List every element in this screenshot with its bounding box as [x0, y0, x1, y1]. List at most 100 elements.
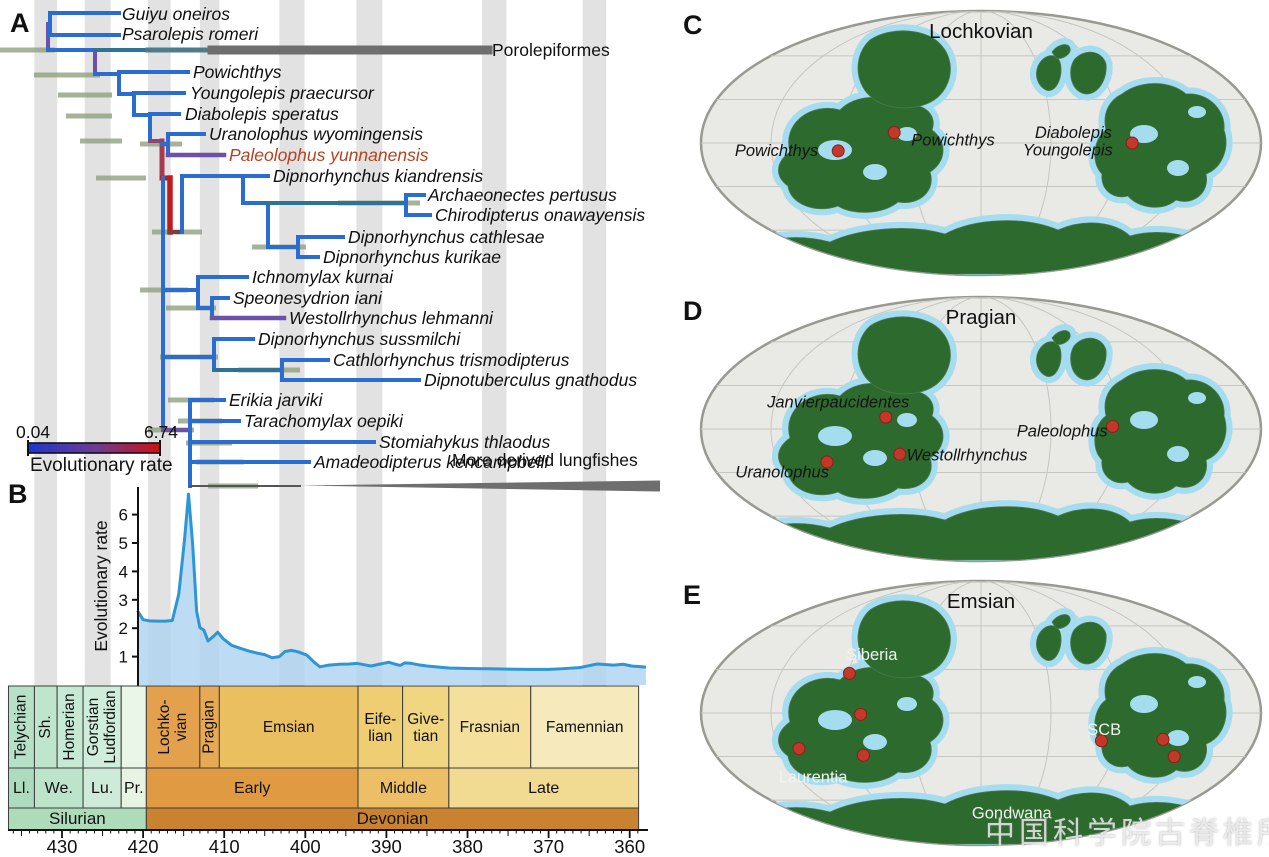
map-label: SCB: [1087, 721, 1121, 739]
highlight-band: [199, 0, 220, 686]
fossil-locality-dot: [1094, 734, 1108, 748]
highlight-band: [582, 0, 607, 686]
period-label: Silurian: [49, 809, 106, 828]
taxon-label: Paleolophus yunnanensis: [229, 145, 429, 165]
epoch-label: Lu.: [91, 780, 113, 797]
fossil-locality-dot: [887, 125, 901, 139]
epicontinental-sea: [1167, 730, 1189, 746]
map-label: Powichthys: [911, 131, 994, 149]
taxon-label: More derived lungfishes: [452, 450, 638, 470]
map-stage-title: Emsian: [947, 590, 1015, 613]
paleomap-panel-e: E Emsian Siberia Laurentia SCB Gondwana: [683, 579, 1263, 847]
collapsed-clade-wedge: [300, 480, 660, 492]
fossil-locality-dot: [1156, 732, 1170, 746]
panel-letter-c: C: [683, 10, 703, 40]
map-label: Youngolepis: [1023, 141, 1113, 159]
map-stage-title: Lochkovian: [929, 20, 1033, 43]
fossil-locality-dot: [831, 144, 845, 158]
taxon-label: Speonesydrion iani: [233, 288, 383, 308]
geologic-timescale: Telychian Sh. Homerian Gorstian Ludfordian Lo…: [7, 685, 640, 831]
epoch-cell: [82, 767, 122, 809]
taxon-label: Dipnotuberculus gnathodus: [424, 370, 637, 390]
highlight-band: [356, 0, 383, 686]
rate-legend-max: 6.74: [144, 422, 178, 442]
stage-label: Frasnian: [460, 719, 520, 736]
landmass: [778, 383, 944, 499]
fossil-locality-dot: [1125, 136, 1139, 150]
stage-label: Telychian: [13, 695, 30, 760]
highlight-band: [482, 0, 507, 686]
landmasses: [728, 594, 1233, 845]
epoch-cell: [7, 767, 35, 809]
time-axis-tick-label: 370: [533, 836, 564, 857]
epicontinental-sea: [1188, 106, 1206, 118]
epicontinental-sea: [863, 164, 887, 180]
rate-legend-min: 0.04: [16, 422, 50, 442]
taxon-label: Tarachomylax oepiki: [244, 411, 404, 431]
epicontinental-sea: [818, 710, 852, 730]
epoch-label: Middle: [380, 780, 427, 797]
taxon-label: Ichnomylax kurnai: [252, 267, 394, 287]
epicontinental-sea: [863, 734, 887, 750]
panel-a-b-phylogeny-and-rate-chart: A B 1 2 3 4 5 6 Evolutionary rate Telychian Sh. Hom…: [0, 0, 660, 857]
stage-label: Eife-: [364, 711, 396, 728]
fossil-locality-dot: [893, 447, 907, 461]
stage-cell: [530, 685, 640, 769]
epoch-label: Ll.: [13, 780, 30, 797]
taxon-label: Powichthys: [193, 62, 282, 82]
stage-cell: [402, 685, 450, 769]
stage-label: lian: [368, 728, 392, 745]
landmass: [1070, 621, 1107, 665]
node-age-bar: [66, 113, 112, 119]
paleomap-panel-c: C Lochkovian Powichthys Powichthys Diabolepi…: [683, 9, 1263, 277]
taxon-label: Dipnorhynchus kurikae: [323, 247, 501, 267]
map-label: Uranolophus: [735, 464, 829, 482]
map-label: Powichthys: [735, 142, 818, 160]
stage-label: Give-: [407, 711, 444, 728]
panel-letter-b: B: [8, 479, 28, 509]
taxon-label: Amadeodipterus kencampbelli: [313, 452, 550, 472]
map-stage-title: Pragian: [946, 306, 1017, 329]
node-age-bar: [0, 47, 55, 53]
taxon-label: Dipnorhynchus sussmilchi: [258, 329, 461, 349]
time-axis-tick-label: 360: [614, 836, 645, 857]
stage-label: Famennian: [546, 719, 624, 736]
rate-y-tick-label: 5: [119, 534, 128, 553]
epicontinental-sea: [897, 697, 917, 711]
map-label: Laurentia: [779, 769, 849, 787]
epoch-cell: [448, 767, 640, 809]
fossil-locality-dot: [856, 748, 870, 762]
rate-legend: 0.04 6.74 Evolutionary rate: [16, 422, 178, 476]
fossil-locality-dot: [879, 410, 893, 424]
node-age-bar: [166, 305, 216, 311]
landmass: [857, 600, 951, 679]
stage-cell: [120, 685, 147, 769]
period-label: Devonian: [357, 809, 429, 828]
stage-label: Emsian: [263, 719, 315, 736]
rate-legend-title: Evolutionary rate: [30, 455, 173, 476]
stage-cell: [145, 685, 201, 769]
landmasses: [728, 310, 1233, 561]
panel-letter-a: A: [10, 8, 30, 38]
landmass: [1070, 51, 1107, 95]
map-label: Diabolepis: [1035, 124, 1112, 142]
time-axis: 430 420 410 400 390 380 370 360: [8, 829, 648, 857]
stage-label: Ludfordian: [102, 690, 119, 763]
taxon-label: Cathlorhynchus trismodipterus: [333, 350, 570, 370]
node-age-bar: [34, 72, 100, 78]
rate-line: [136, 492, 647, 671]
landmass: [857, 316, 951, 395]
epicontinental-sea: [897, 413, 917, 427]
landmass: [1051, 44, 1071, 59]
taxon-label: Erikia jarviki: [229, 390, 323, 410]
time-axis-tick-label: 380: [452, 836, 483, 857]
epicontinental-sea: [818, 426, 852, 446]
landmass: [778, 97, 944, 213]
stage-cell: [56, 685, 84, 769]
stage-label: tian: [413, 728, 438, 745]
time-axis-tick-label: 410: [209, 836, 240, 857]
stage-label: Gorstian: [85, 698, 102, 757]
epicontinental-sea: [1188, 392, 1206, 404]
rate-y-tick-label: 6: [119, 506, 128, 525]
